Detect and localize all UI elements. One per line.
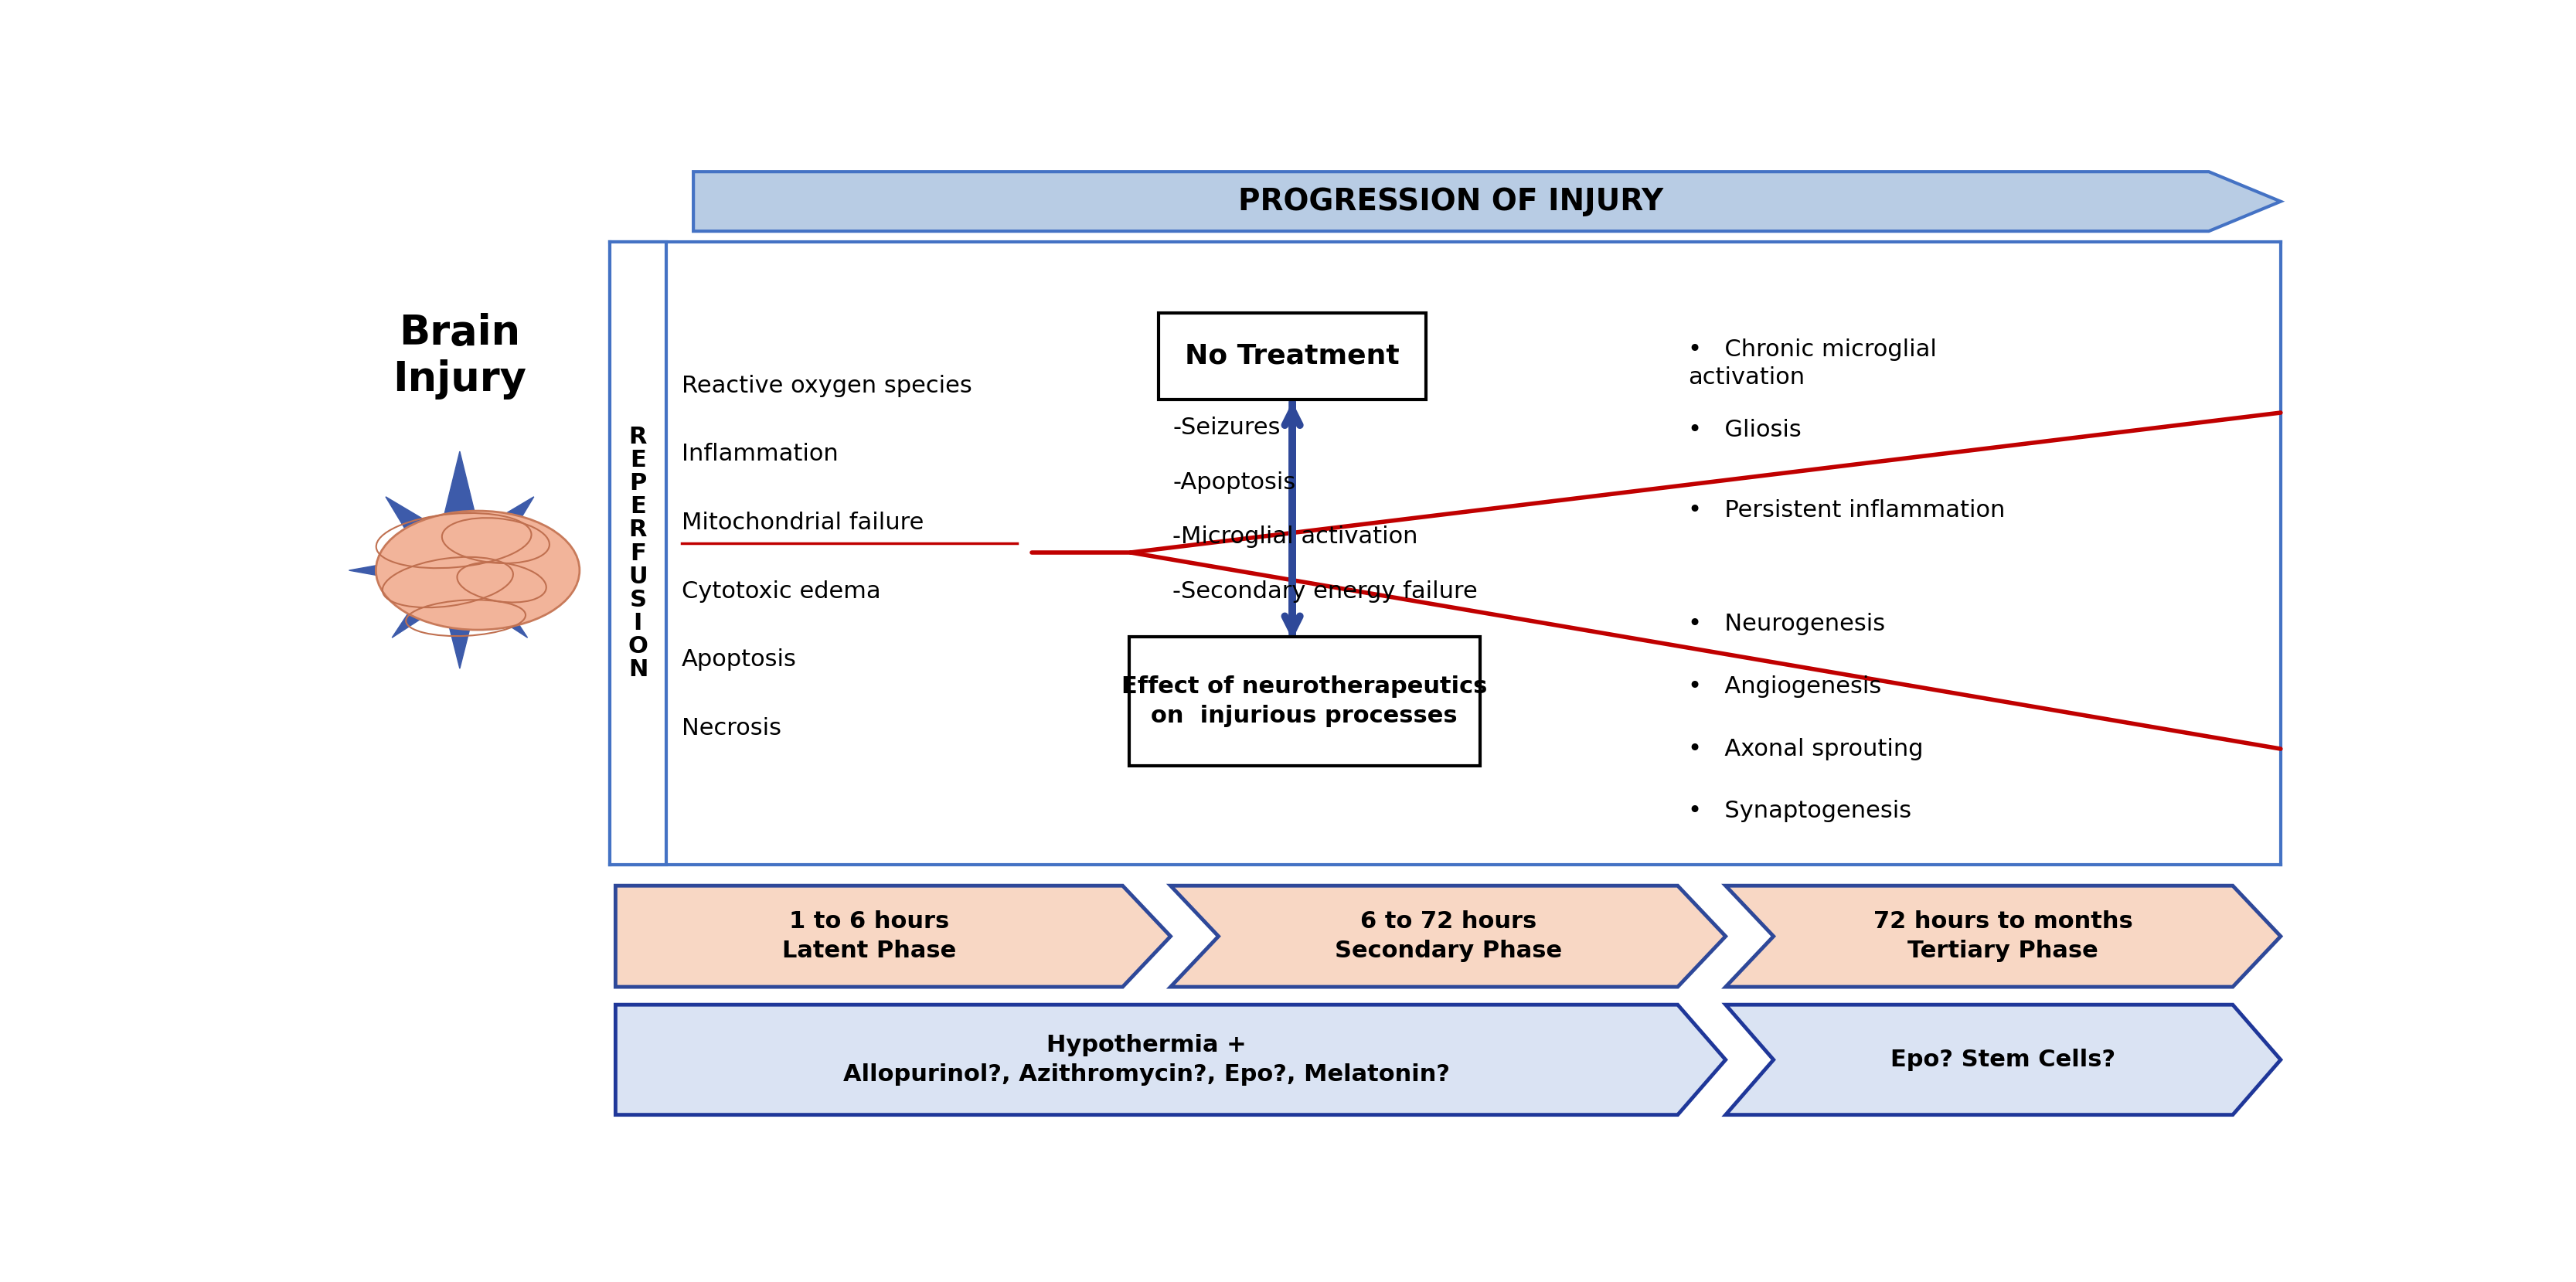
FancyBboxPatch shape [1128, 637, 1479, 765]
Text: -Seizures: -Seizures [1172, 417, 1280, 438]
Text: 72 hours to months
Tertiary Phase: 72 hours to months Tertiary Phase [1873, 910, 2133, 963]
Ellipse shape [376, 510, 580, 629]
Polygon shape [482, 594, 528, 637]
Polygon shape [484, 496, 533, 546]
Text: •   Axonal sprouting: • Axonal sprouting [1687, 737, 1924, 760]
Text: -Secondary energy failure: -Secondary energy failure [1172, 581, 1479, 603]
Text: Inflammation: Inflammation [683, 444, 837, 465]
Text: Reactive oxygen species: Reactive oxygen species [683, 374, 971, 397]
Polygon shape [446, 617, 474, 668]
Text: Brain
Injury: Brain Injury [394, 313, 526, 400]
Text: •   Synaptogenesis: • Synaptogenesis [1687, 800, 1911, 823]
Text: •   Gliosis: • Gliosis [1687, 419, 1801, 441]
Text: Necrosis: Necrosis [683, 717, 781, 740]
Text: -Apoptosis: -Apoptosis [1172, 470, 1296, 494]
Text: R
E
P
E
R
F
U
S
I
O
N: R E P E R F U S I O N [629, 426, 649, 681]
Polygon shape [1726, 1005, 2280, 1115]
Polygon shape [507, 559, 569, 582]
Polygon shape [392, 594, 435, 637]
Text: •   Angiogenesis: • Angiogenesis [1687, 676, 1880, 697]
Text: Hypothermia +
Allopurinol?, Azithromycin?, Epo?, Melatonin?: Hypothermia + Allopurinol?, Azithromycin… [842, 1033, 1450, 1086]
Text: •   Neurogenesis: • Neurogenesis [1687, 613, 1886, 635]
Polygon shape [1726, 886, 2280, 987]
Polygon shape [348, 559, 412, 582]
Text: •   Persistent inflammation: • Persistent inflammation [1687, 499, 2004, 522]
Text: Epo? Stem Cells?: Epo? Stem Cells? [1891, 1049, 2115, 1070]
Text: Cytotoxic edema: Cytotoxic edema [683, 579, 881, 603]
Polygon shape [1170, 886, 1726, 987]
FancyBboxPatch shape [611, 242, 667, 865]
Text: No Treatment: No Treatment [1185, 344, 1399, 369]
Text: •   Chronic microglial
activation: • Chronic microglial activation [1687, 338, 1937, 388]
Polygon shape [616, 886, 1170, 987]
Polygon shape [443, 451, 477, 519]
Text: Mitochondrial failure: Mitochondrial failure [683, 512, 925, 535]
Polygon shape [693, 172, 2280, 231]
Text: PROGRESSION OF INJURY: PROGRESSION OF INJURY [1239, 187, 1664, 217]
Text: Effect of neurotherapeutics
on  injurious processes: Effect of neurotherapeutics on injurious… [1121, 676, 1486, 727]
Text: Apoptosis: Apoptosis [683, 649, 796, 670]
Text: -Microglial activation: -Microglial activation [1172, 526, 1417, 549]
Polygon shape [616, 1005, 1726, 1115]
Polygon shape [386, 496, 435, 546]
Text: 1 to 6 hours
Latent Phase: 1 to 6 hours Latent Phase [783, 910, 956, 963]
Text: 6 to 72 hours
Secondary Phase: 6 to 72 hours Secondary Phase [1334, 910, 1561, 963]
FancyBboxPatch shape [1159, 313, 1427, 400]
